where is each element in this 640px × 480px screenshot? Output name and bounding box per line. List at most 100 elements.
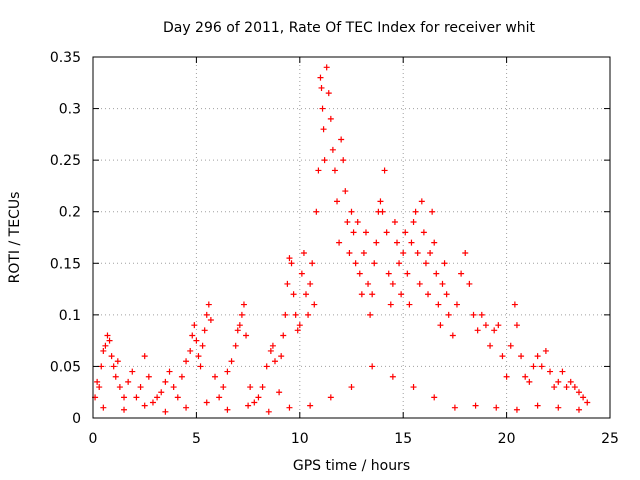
data-point bbox=[534, 353, 541, 360]
data-point bbox=[327, 115, 334, 122]
data-point bbox=[203, 399, 210, 406]
data-point bbox=[580, 394, 587, 401]
data-point bbox=[429, 208, 436, 215]
points-layer bbox=[92, 64, 591, 415]
data-point bbox=[100, 347, 107, 354]
data-point bbox=[449, 332, 456, 339]
data-point bbox=[371, 260, 378, 267]
data-point bbox=[286, 404, 293, 411]
data-point bbox=[309, 260, 316, 267]
data-point bbox=[354, 219, 361, 226]
data-point bbox=[418, 198, 425, 205]
data-point bbox=[166, 368, 173, 375]
data-point bbox=[547, 368, 554, 375]
data-point bbox=[420, 229, 427, 236]
y-axis-title: ROTI / TECUs bbox=[7, 192, 23, 284]
data-point bbox=[141, 353, 148, 360]
y-tick-label: 0.25 bbox=[50, 153, 81, 169]
data-point bbox=[102, 342, 109, 349]
data-point bbox=[323, 64, 330, 71]
data-point bbox=[236, 322, 243, 329]
data-point bbox=[145, 373, 152, 380]
data-point bbox=[183, 404, 190, 411]
data-point bbox=[389, 280, 396, 287]
x-tick-label: 0 bbox=[89, 431, 98, 447]
data-point bbox=[416, 280, 423, 287]
data-point bbox=[422, 260, 429, 267]
data-point bbox=[318, 84, 325, 91]
data-point bbox=[425, 291, 432, 298]
data-point bbox=[542, 347, 549, 354]
data-point bbox=[381, 167, 388, 174]
data-point bbox=[491, 327, 498, 334]
data-point bbox=[530, 363, 537, 370]
data-point bbox=[216, 394, 223, 401]
data-point bbox=[280, 332, 287, 339]
data-point bbox=[336, 239, 343, 246]
data-point bbox=[121, 394, 128, 401]
data-point bbox=[183, 358, 190, 365]
data-point bbox=[410, 384, 417, 391]
data-point bbox=[431, 394, 438, 401]
x-tick-label: 25 bbox=[601, 431, 619, 447]
data-point bbox=[400, 249, 407, 256]
y-tick-label: 0.3 bbox=[59, 102, 81, 118]
data-point bbox=[472, 402, 479, 409]
data-point bbox=[178, 373, 185, 380]
data-point bbox=[307, 402, 314, 409]
data-point bbox=[189, 332, 196, 339]
data-point bbox=[555, 404, 562, 411]
data-point bbox=[513, 406, 520, 413]
data-point bbox=[458, 270, 465, 277]
data-point bbox=[199, 342, 206, 349]
data-point bbox=[298, 270, 305, 277]
data-point bbox=[348, 384, 355, 391]
plot-frame bbox=[92, 56, 611, 419]
data-point bbox=[94, 378, 101, 385]
data-point bbox=[154, 394, 161, 401]
data-point bbox=[513, 322, 520, 329]
data-point bbox=[391, 219, 398, 226]
data-point bbox=[205, 301, 212, 308]
ticks-layer: 0 5 10 15 20 25 0 0.05 0.1 0.15 0.2 0.25 0.3 0.35 bbox=[50, 50, 619, 447]
data-point bbox=[350, 229, 357, 236]
data-point bbox=[482, 322, 489, 329]
data-point bbox=[518, 353, 525, 360]
data-point bbox=[369, 291, 376, 298]
data-point bbox=[466, 280, 473, 287]
data-point bbox=[478, 311, 485, 318]
data-point bbox=[402, 229, 409, 236]
data-point bbox=[286, 255, 293, 262]
data-point bbox=[507, 342, 514, 349]
data-point bbox=[362, 229, 369, 236]
data-point bbox=[340, 157, 347, 164]
x-axis-title: GPS time / hours bbox=[293, 458, 410, 474]
data-point bbox=[451, 404, 458, 411]
data-point bbox=[121, 406, 128, 413]
data-point bbox=[201, 327, 208, 334]
data-point bbox=[278, 353, 285, 360]
data-point bbox=[100, 404, 107, 411]
data-point bbox=[311, 301, 318, 308]
data-point bbox=[499, 353, 506, 360]
data-point bbox=[474, 327, 481, 334]
data-point bbox=[319, 105, 326, 112]
x-tick-label: 15 bbox=[394, 431, 412, 447]
data-point bbox=[338, 136, 345, 143]
data-point bbox=[240, 301, 247, 308]
data-point bbox=[158, 389, 165, 396]
data-point bbox=[360, 249, 367, 256]
data-point bbox=[220, 384, 227, 391]
data-point bbox=[290, 291, 297, 298]
data-point bbox=[383, 229, 390, 236]
y-tick-label: 0.2 bbox=[59, 205, 81, 221]
data-point bbox=[129, 368, 136, 375]
data-point bbox=[292, 311, 299, 318]
data-point bbox=[294, 327, 301, 334]
data-point bbox=[212, 373, 219, 380]
data-point bbox=[373, 239, 380, 246]
data-point bbox=[255, 394, 262, 401]
data-point bbox=[288, 260, 295, 267]
